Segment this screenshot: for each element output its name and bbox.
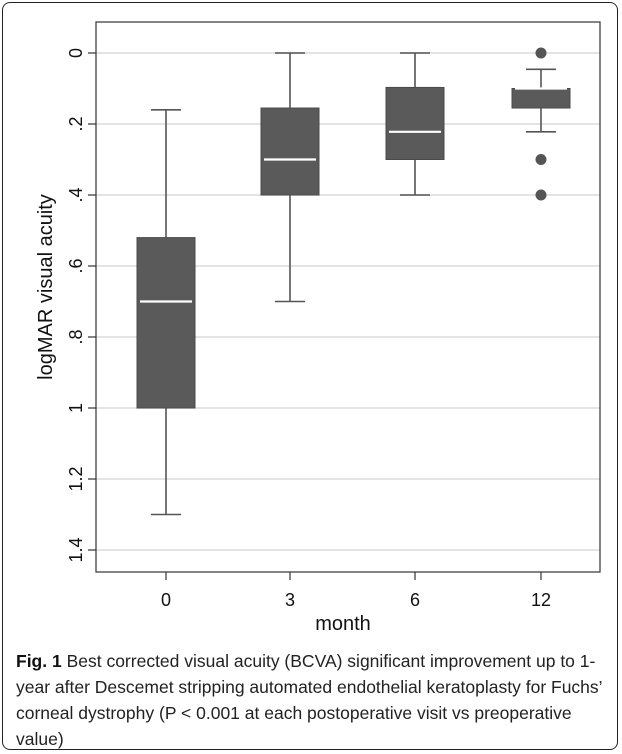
box-iqr [385, 86, 445, 160]
x-tick-label: 0 [161, 590, 171, 610]
y-tick-label: 1.2 [66, 466, 86, 491]
box-12 [511, 47, 571, 201]
y-tick-label: .4 [66, 187, 86, 202]
box-iqr [260, 107, 320, 196]
y-tick-label: 1.4 [66, 537, 86, 562]
y-tick-label: .6 [66, 258, 86, 273]
outlier-point [535, 189, 547, 201]
figure-label: Fig. 1 [16, 651, 62, 671]
y-axis-title: logMAR visual acuity [35, 194, 57, 380]
box-0 [136, 109, 196, 516]
plot-area [95, 21, 601, 573]
y-tick-label: .2 [66, 116, 86, 131]
outlier-point [535, 154, 547, 165]
y-tick-label: .8 [66, 329, 86, 344]
x-tick-label: 12 [531, 590, 551, 610]
caption-text: Best corrected visual acuity (BCVA) sign… [16, 651, 602, 749]
box-3 [260, 52, 320, 303]
box-iqr [136, 237, 196, 409]
box-iqr [511, 88, 571, 109]
x-axis-title: month [315, 613, 371, 635]
y-tick-label: 0 [66, 48, 86, 58]
figure-caption: Fig. 1 Best corrected visual acuity (BCV… [16, 648, 612, 752]
outlier-point [535, 47, 547, 59]
y-tick-label: 1 [66, 403, 86, 413]
x-axis-ticks: 0 3 6 12 [161, 572, 551, 610]
x-tick-label: 3 [285, 590, 295, 610]
y-axis-ticks: 0 .2 .4 .6 .8 1 1.2 1.4 [66, 48, 96, 563]
x-tick-label: 6 [410, 590, 420, 610]
box-plot-chart: 0 .2 .4 .6 .8 1 1.2 1.4 0 3 6 12 logMAR visual acu… [35, 21, 601, 635]
box-6 [385, 52, 445, 196]
boxes [136, 47, 571, 516]
